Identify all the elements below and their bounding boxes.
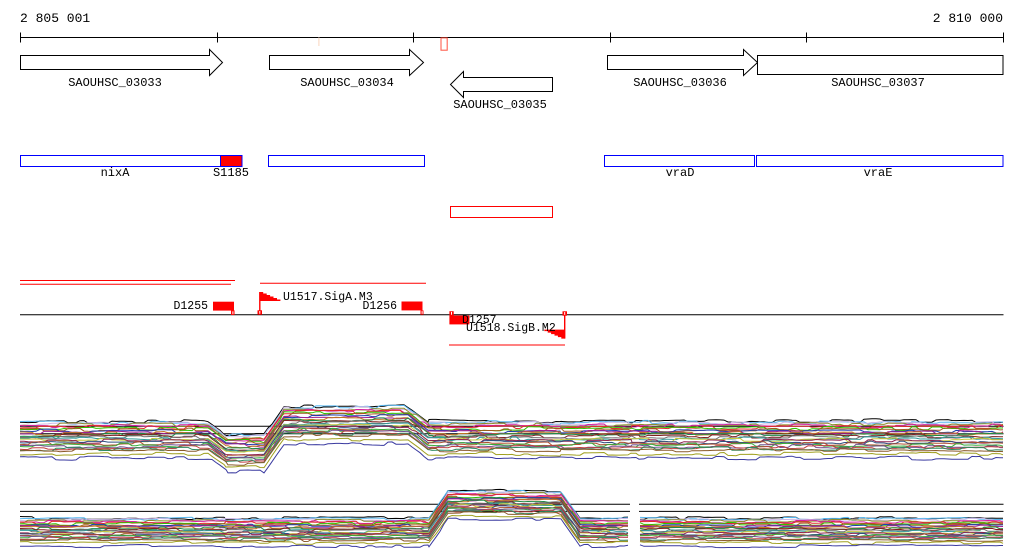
svg-text:D1256: D1256	[362, 300, 397, 313]
svg-text:SAOUHSC_03037: SAOUHSC_03037	[831, 76, 925, 90]
svg-text:vraD: vraD	[666, 166, 695, 180]
svg-text:U1517.SigA.M3: U1517.SigA.M3	[283, 291, 373, 304]
svg-text:vraE: vraE	[864, 166, 893, 180]
svg-text:SAOUHSC_03033: SAOUHSC_03033	[68, 76, 162, 90]
svg-text:2 805 001: 2 805 001	[20, 11, 90, 26]
svg-text:D1255: D1255	[173, 300, 208, 313]
svg-text:SAOUHSC_03036: SAOUHSC_03036	[633, 76, 727, 90]
svg-text:SAOUHSC_03034: SAOUHSC_03034	[300, 76, 394, 90]
svg-text:S1185: S1185	[213, 166, 249, 180]
svg-text:SAOUHSC_03035: SAOUHSC_03035	[453, 98, 547, 112]
svg-text:nixA: nixA	[101, 166, 131, 180]
svg-text:2 810 000: 2 810 000	[933, 11, 1003, 26]
svg-text:U1518.SigB.M2: U1518.SigB.M2	[466, 322, 556, 335]
